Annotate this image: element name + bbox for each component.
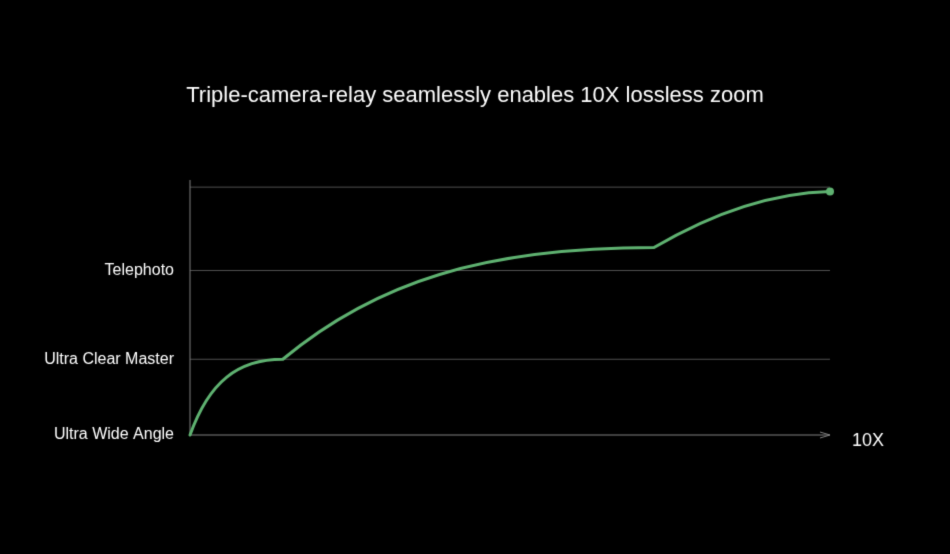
zoom-curve-chart [0, 0, 950, 554]
